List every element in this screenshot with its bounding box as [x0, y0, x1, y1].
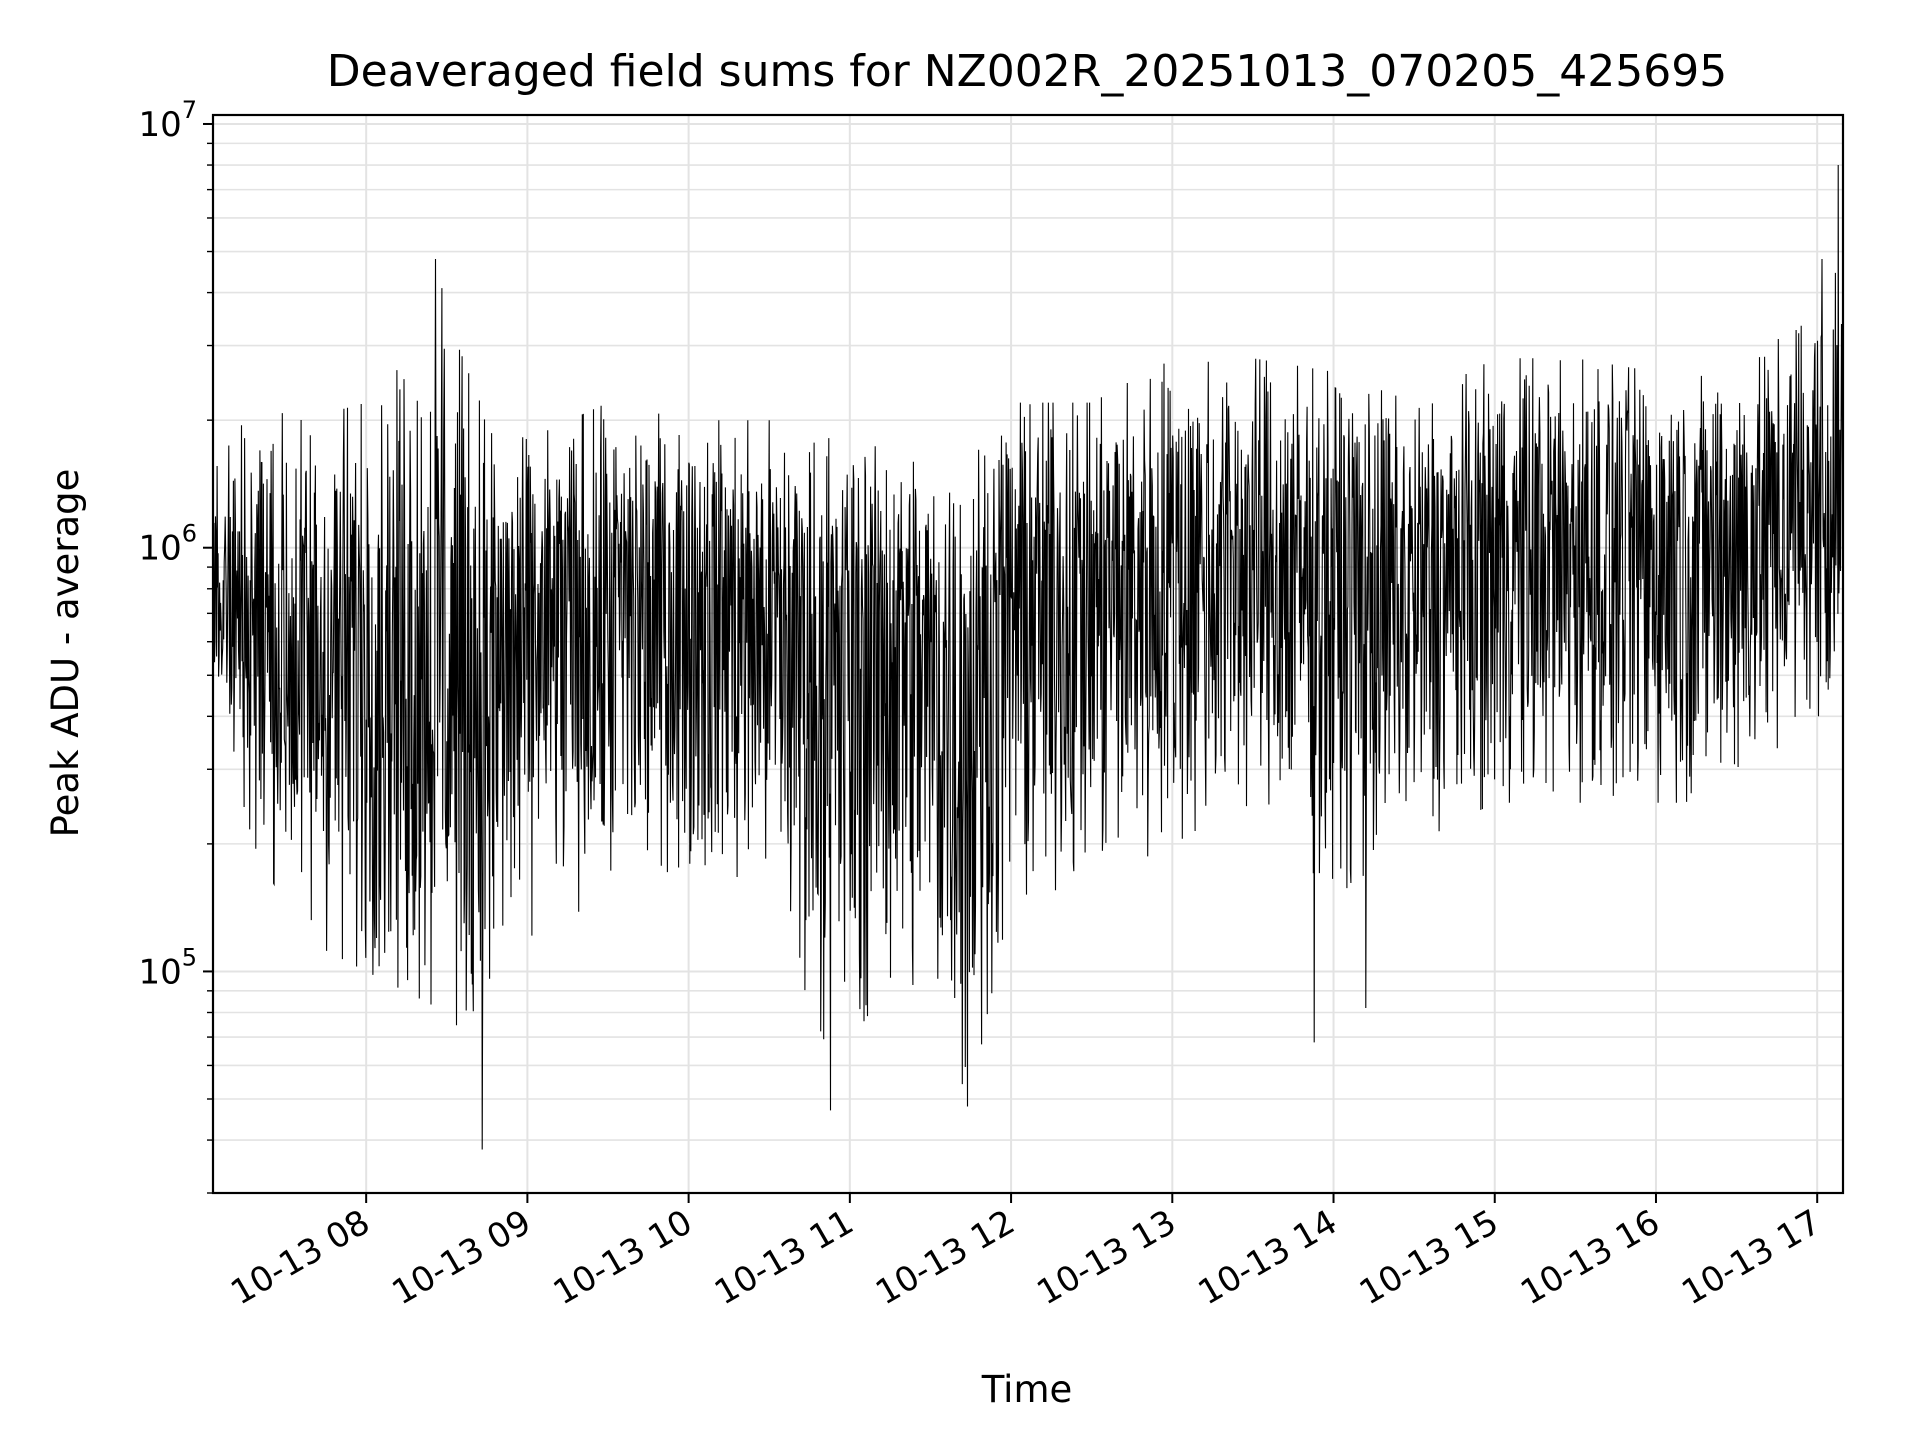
series-line [212, 164, 1844, 1150]
plot-frame [211, 113, 1845, 1195]
y-axis: 105 106 107 [138, 96, 213, 1194]
y-axis-label: Peak ADU - average [44, 469, 87, 838]
y-tick-label: 107 [138, 96, 197, 145]
x-axis-label: Time [981, 1368, 1073, 1411]
chart-title: Deaveraged field sums for NZ002R_2025101… [327, 46, 1727, 97]
data-series [212, 164, 1844, 1150]
y-tick-label: 105 [138, 943, 197, 992]
y-tick-label: 106 [138, 520, 197, 569]
